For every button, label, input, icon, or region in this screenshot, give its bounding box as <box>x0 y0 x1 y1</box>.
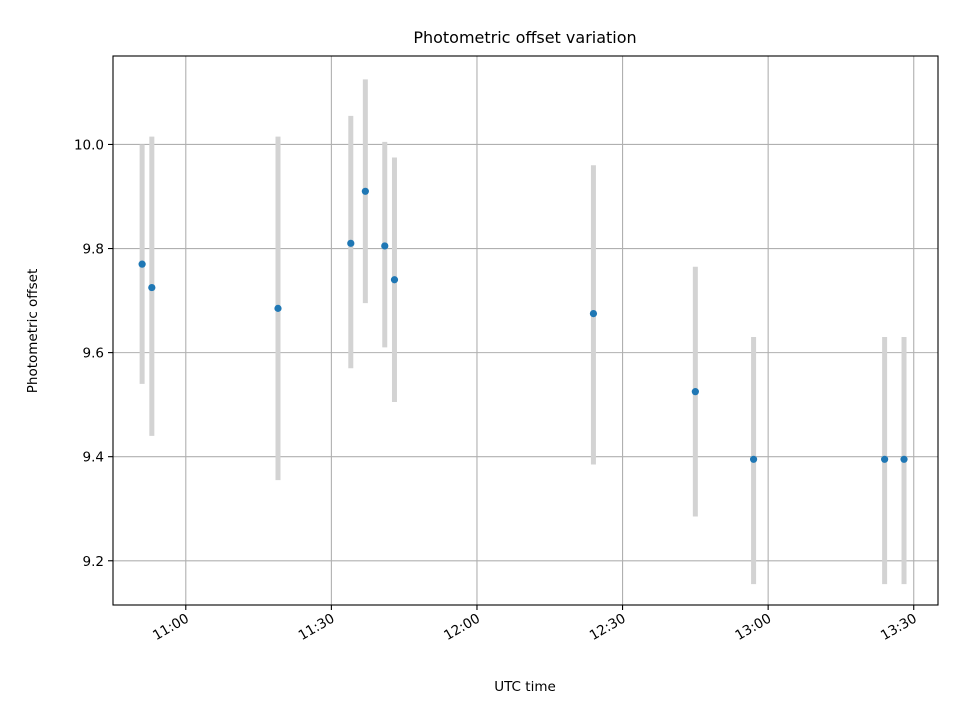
data-point <box>361 187 369 195</box>
data-point <box>749 455 758 463</box>
x-tick-label: 12:00 <box>441 611 483 644</box>
x-axis-label: UTC time <box>494 679 556 695</box>
y-axis-label: Photometric offset <box>25 269 41 393</box>
x-tick-label: 11:00 <box>150 611 192 644</box>
chart-title: Photometric offset variation <box>413 28 636 47</box>
data-point <box>900 455 908 463</box>
y-tick-label: 9.2 <box>83 554 104 570</box>
data-point <box>390 276 399 284</box>
x-tick-label: 11:30 <box>296 611 338 644</box>
data-point-layer <box>138 187 908 463</box>
data-point <box>381 242 389 250</box>
y-tick-label: 10.0 <box>74 137 104 153</box>
plot-frame <box>112 55 939 606</box>
y-tick-label: 9.6 <box>83 346 104 362</box>
data-point <box>347 239 355 247</box>
error-bar-layer <box>139 79 907 585</box>
y-tick-label: 9.8 <box>83 242 104 258</box>
tick-layer: 9.2 9.4 9.6 9.8 10.0 11:00 11:30 12:00 12:30 13:0… <box>74 137 920 643</box>
data-point <box>589 309 598 318</box>
grid-layer <box>113 56 938 605</box>
data-point <box>881 455 889 463</box>
y-tick-label: 9.4 <box>83 450 104 466</box>
data-point <box>138 260 146 268</box>
x-tick-label: 12:30 <box>587 611 629 644</box>
data-point <box>274 304 282 312</box>
data-point <box>691 388 699 396</box>
data-point <box>148 283 156 292</box>
x-tick-label: 13:00 <box>732 611 774 644</box>
x-tick-label: 13:30 <box>878 611 920 644</box>
